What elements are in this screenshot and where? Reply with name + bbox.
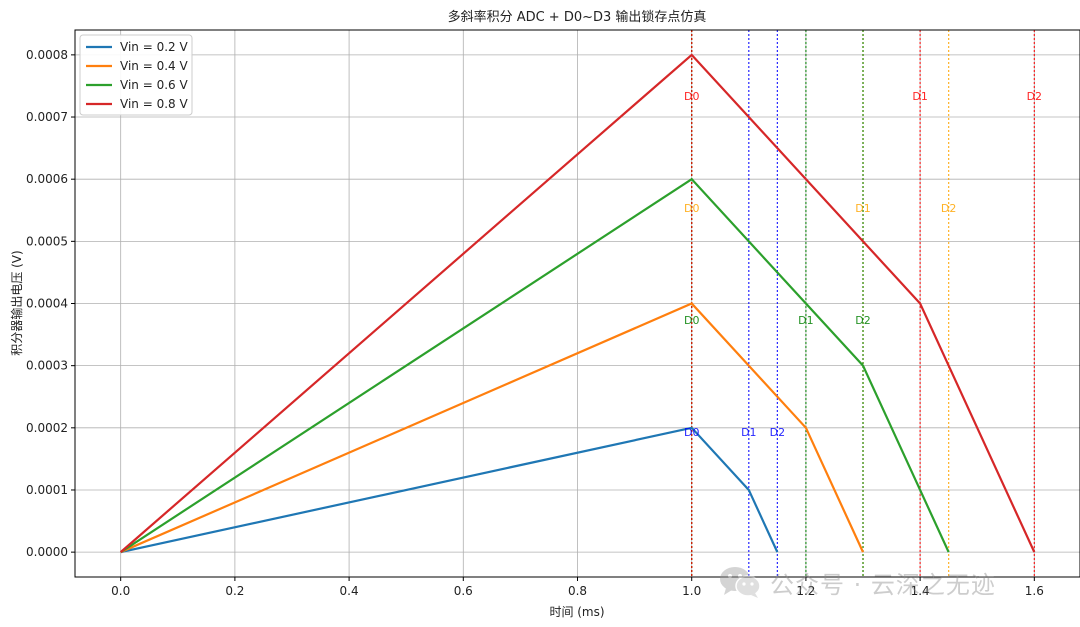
latch-marker-label: D1 bbox=[798, 314, 813, 327]
y-tick-label: 0.0004 bbox=[26, 297, 68, 311]
x-tick-label: 1.4 bbox=[911, 584, 930, 598]
x-tick-label: 0.6 bbox=[454, 584, 473, 598]
legend-box bbox=[79, 34, 193, 116]
x-tick-label: 0.0 bbox=[111, 584, 130, 598]
legend: Vin = 0.2 V Vin = 0.4 V Vin = 0.6 V Vin = 0… bbox=[79, 34, 193, 116]
x-ticks: 0.0 0.2 0.4 0.6 0.8 1.0 1.2 1.4 1.6 bbox=[111, 577, 1044, 598]
legend-entry: Vin = 0.8 V bbox=[120, 97, 188, 111]
y-tick-label: 0.0005 bbox=[26, 234, 68, 248]
latch-marker-label: D2 bbox=[1027, 90, 1042, 103]
x-axis-label: 时间 (ms) bbox=[549, 605, 604, 619]
y-ticks: 0.0000 0.0001 0.0002 0.0003 0.0004 0.0005 0.00… bbox=[26, 48, 75, 559]
chart-title: 多斜率积分 ADC + D0~D3 输出锁存点仿真 bbox=[448, 9, 707, 25]
y-tick-label: 0.0000 bbox=[26, 545, 68, 559]
series-lines bbox=[119, 53, 1036, 554]
series-line bbox=[119, 53, 1036, 553]
series-line bbox=[120, 177, 950, 554]
y-tick-label: 0.0008 bbox=[26, 48, 68, 62]
latch-marker-label: D0 bbox=[684, 202, 699, 215]
y-tick-label: 0.0001 bbox=[26, 483, 68, 497]
x-tick-label: 0.8 bbox=[568, 584, 587, 598]
latch-marker-label: D2 bbox=[855, 314, 870, 327]
series-line bbox=[120, 302, 865, 554]
latch-marker-labels: D0 D1 D2 D0 D1 D2 D0 D1 D2 D0 D1 D2 bbox=[684, 90, 1042, 439]
y-tick-label: 0.0002 bbox=[26, 421, 68, 435]
y-tick-label: 0.0006 bbox=[26, 172, 68, 186]
latch-marker-label: D2 bbox=[770, 426, 785, 439]
latch-marker-label: D1 bbox=[912, 90, 927, 103]
legend-entry: Vin = 0.6 V bbox=[120, 78, 188, 92]
latch-marker-label: D1 bbox=[741, 426, 756, 439]
wechat-icon bbox=[720, 567, 761, 598]
latch-marker-label: D0 bbox=[684, 314, 699, 327]
x-tick-label: 0.4 bbox=[340, 584, 359, 598]
legend-entry: Vin = 0.4 V bbox=[120, 59, 188, 73]
legend-entry: Vin = 0.2 V bbox=[120, 40, 188, 54]
series-line bbox=[120, 426, 779, 554]
watermark-text: 公众号 · 云深之无迹 bbox=[770, 570, 996, 599]
y-tick-label: 0.0003 bbox=[26, 359, 68, 373]
x-tick-label: 1.6 bbox=[1025, 584, 1044, 598]
latch-marker-label: D0 bbox=[684, 426, 699, 439]
y-tick-label: 0.0007 bbox=[26, 110, 68, 124]
latch-marker-label: D1 bbox=[855, 202, 870, 215]
y-axis-label: 积分器输出电压 (V) bbox=[9, 250, 24, 355]
x-tick-label: 1.2 bbox=[796, 584, 815, 598]
watermark: 公众号 · 云深之无迹 bbox=[718, 562, 996, 602]
grid bbox=[75, 30, 1080, 577]
latch-marker-label: D0 bbox=[684, 90, 699, 103]
x-tick-label: 1.0 bbox=[682, 584, 701, 598]
latch-marker-label: D2 bbox=[941, 202, 956, 215]
x-tick-label: 0.2 bbox=[225, 584, 244, 598]
